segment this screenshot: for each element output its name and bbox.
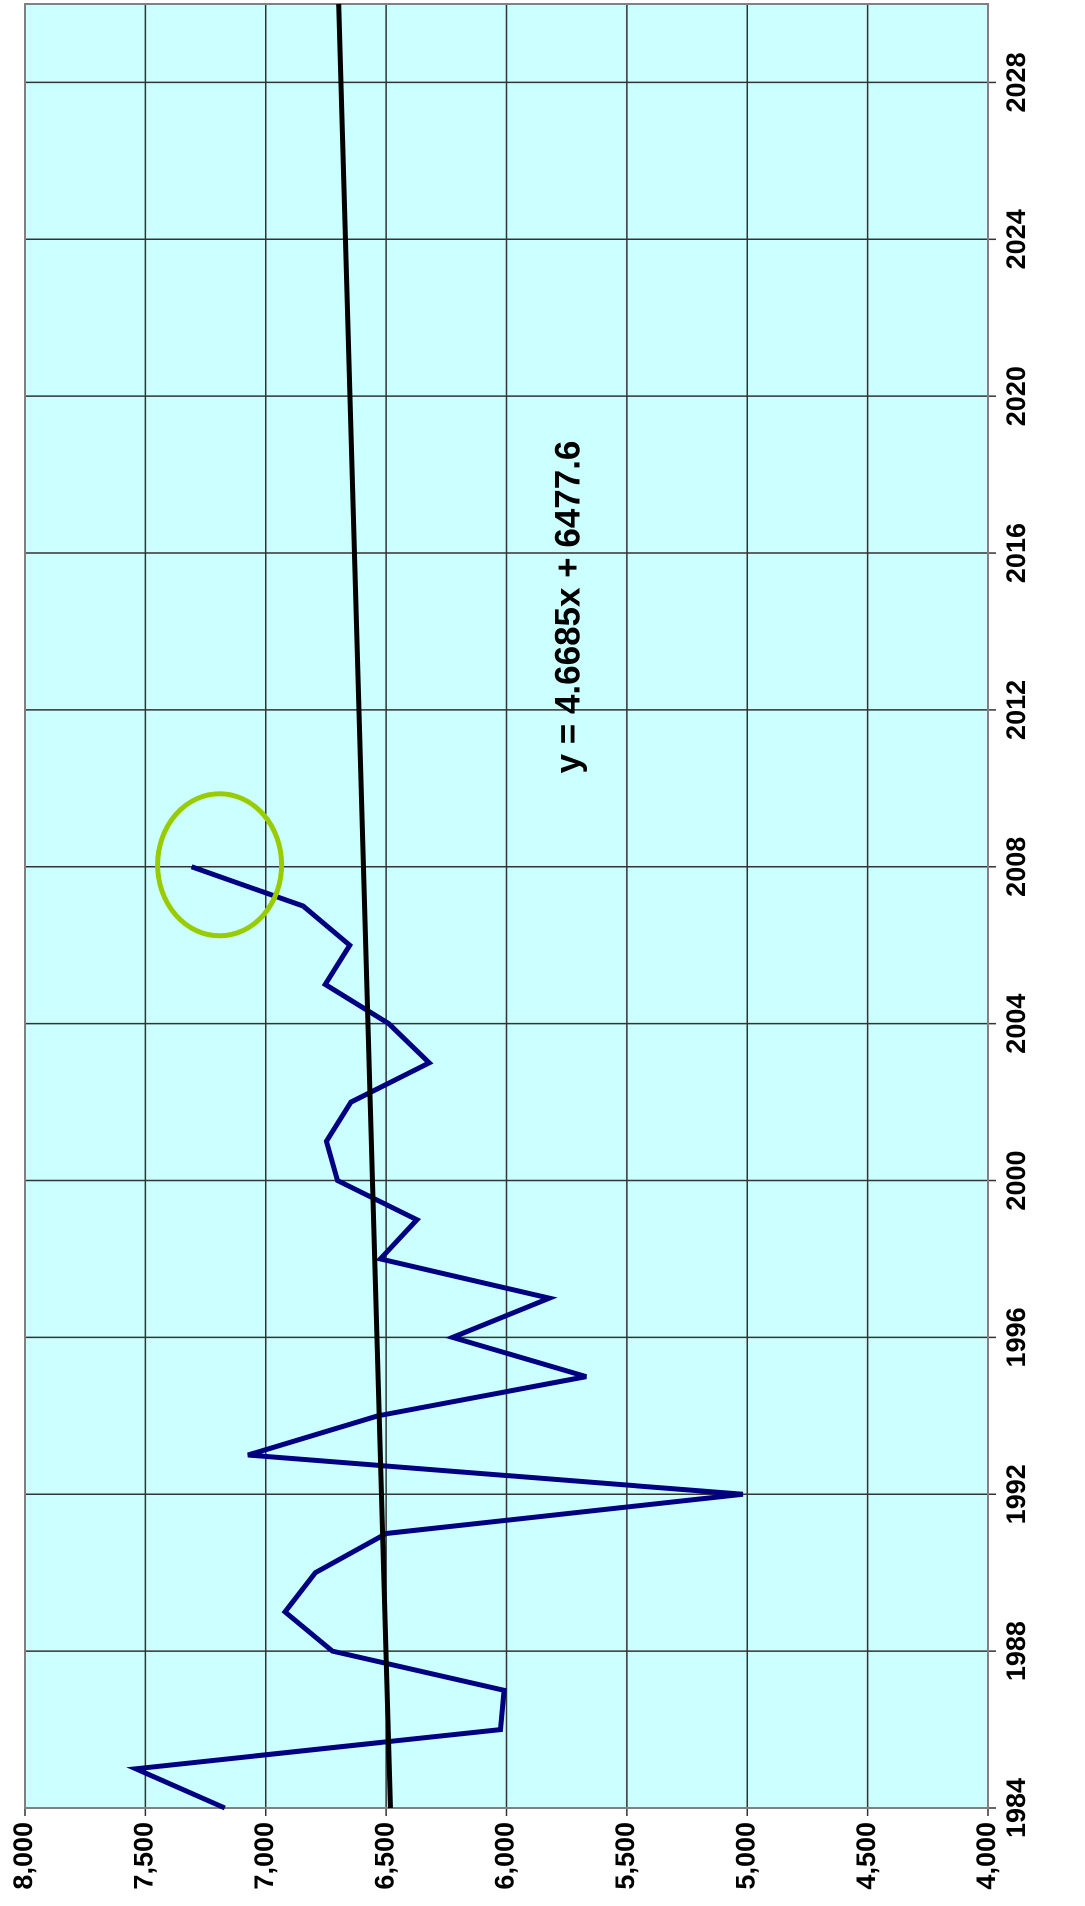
- x-tick-label: 2024: [1001, 209, 1031, 269]
- y-tick-label: 4,000: [971, 1822, 1001, 1890]
- y-tick-label: 5,000: [730, 1822, 760, 1890]
- y-tick-label: 7,500: [129, 1822, 159, 1890]
- x-tick-label: 2000: [1001, 1150, 1031, 1210]
- x-tick-label: 1992: [1001, 1464, 1031, 1524]
- x-tick-label: 2012: [1001, 680, 1031, 740]
- y-tick-label: 6,000: [490, 1822, 520, 1890]
- trend-line: [336, 3, 393, 1809]
- y-tick-label: 6,500: [369, 1822, 399, 1890]
- y-tick-label: 5,500: [610, 1822, 640, 1890]
- y-tick-label: 7,000: [249, 1822, 279, 1890]
- x-tick-label: 2028: [1001, 52, 1031, 112]
- x-tick-label: 2008: [1001, 837, 1031, 897]
- y-tick-label: 8,000: [8, 1822, 38, 1890]
- x-tick-label: 2004: [1001, 994, 1031, 1054]
- x-tick-label: 1988: [1001, 1621, 1031, 1681]
- y-tick-label: 4,500: [851, 1822, 881, 1890]
- x-tick-label: 1984: [1001, 1778, 1031, 1838]
- x-tick-label: 2016: [1001, 523, 1031, 583]
- plot-border: [24, 3, 989, 1809]
- highlight-ellipse: [155, 791, 285, 939]
- x-tick-label: 2020: [1001, 366, 1031, 426]
- trend-equation: y = 4.6685x + 6477.6: [548, 441, 587, 774]
- data-line: [126, 864, 744, 1811]
- x-tick-label: 1996: [1001, 1307, 1031, 1367]
- rotated-chart: 4,000 4,500 5,000 5,500 6,000 6,500 7,000 7,500…: [8, 3, 1031, 1890]
